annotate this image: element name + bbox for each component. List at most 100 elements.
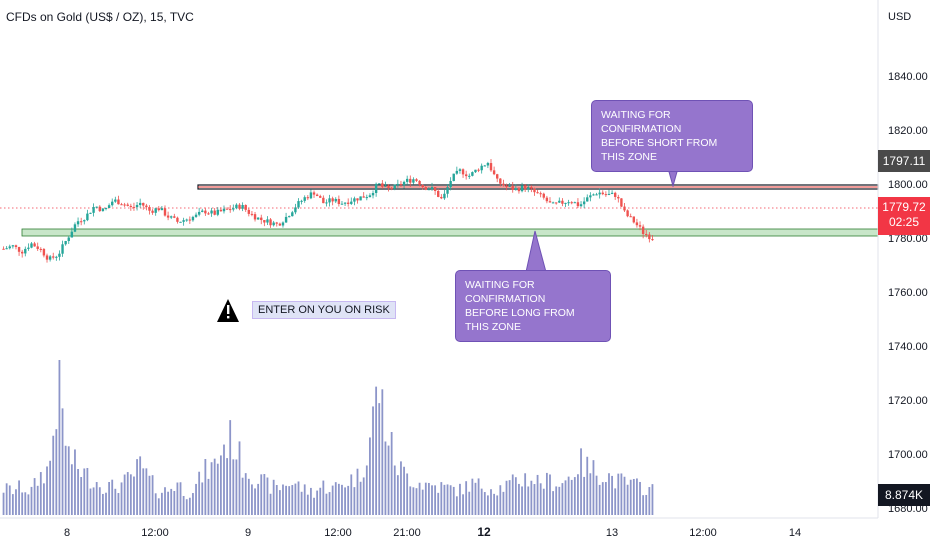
volume-bar	[133, 476, 135, 515]
candle-body	[350, 201, 353, 204]
volume-bar	[350, 474, 353, 515]
candle-body	[213, 210, 216, 215]
volume-bar	[89, 488, 92, 515]
candle-body	[551, 202, 555, 204]
candle-body	[464, 174, 468, 177]
volume-bar	[527, 486, 530, 515]
volume-bar	[182, 495, 185, 515]
candle-body	[173, 216, 176, 218]
candle-body	[58, 253, 61, 257]
candle-body	[409, 178, 412, 183]
candle-body	[319, 196, 322, 198]
candle-body	[564, 202, 567, 204]
volume-bar	[86, 467, 89, 515]
candle-body	[157, 208, 160, 211]
volume-bar	[403, 466, 405, 515]
candle-body	[138, 202, 142, 206]
long-callout-line1: WAITING FOR CONFIRMATION	[465, 279, 546, 305]
volume-bar	[604, 482, 607, 515]
candle-body	[107, 205, 111, 208]
candle-body	[117, 199, 120, 205]
volume-bar	[452, 486, 455, 515]
volume-bar	[123, 474, 126, 515]
candle-body	[284, 216, 288, 223]
last-price-value: 1779.72	[882, 200, 926, 214]
volume-bar	[570, 479, 573, 515]
candle-body	[461, 169, 465, 175]
candle-body	[523, 185, 527, 190]
candle-body	[477, 169, 480, 171]
time-tick-label: 12	[477, 525, 491, 539]
candle-body	[570, 202, 573, 204]
volume-bar	[67, 446, 70, 515]
volume-bar	[372, 406, 374, 515]
candle-body	[185, 219, 188, 221]
time-tick-label: 12:00	[324, 527, 352, 539]
volume-bar	[428, 482, 430, 515]
candle-body	[586, 197, 589, 202]
candle-body	[232, 208, 235, 210]
volume-bar	[545, 472, 548, 515]
volume-bar	[384, 441, 387, 515]
candle-body	[151, 210, 154, 213]
candle-body	[204, 210, 207, 214]
candle-body	[312, 192, 316, 195]
volume-bar	[347, 485, 350, 515]
candle-body	[225, 208, 229, 210]
volume-bar	[583, 476, 586, 515]
volume-bar	[477, 478, 480, 515]
long-callout-line2: BEFORE LONG FROM THIS ZONE	[465, 307, 575, 333]
volume-bar	[496, 495, 499, 515]
candle-body	[542, 193, 545, 198]
volume-bar	[573, 477, 576, 515]
candle-body	[281, 222, 285, 226]
last-price-tag: 1779.72 02:25	[878, 197, 930, 235]
candle-body	[194, 214, 198, 217]
short-callout-line2: BEFORE SHORT FROM THIS ZONE	[601, 137, 718, 163]
volume-bar	[27, 494, 30, 515]
support-zone[interactable]	[21, 228, 879, 237]
candle-body	[595, 194, 598, 196]
candle-body	[92, 206, 95, 213]
volume-bar	[278, 490, 281, 515]
volume-bar	[524, 473, 527, 515]
candle-body	[11, 245, 15, 247]
long-zone-callout[interactable]: WAITING FOR CONFIRMATION BEFORE LONG FRO…	[455, 270, 611, 342]
candle-body	[402, 181, 406, 186]
volume-bar	[204, 459, 207, 515]
candle-body	[89, 212, 92, 214]
candle-body	[253, 214, 257, 220]
candle-body	[424, 186, 427, 190]
volume-bar	[297, 481, 300, 515]
volume-bar	[502, 491, 505, 515]
volume-bar	[5, 483, 8, 515]
volume-bar	[167, 491, 170, 515]
candle-body	[390, 188, 393, 190]
candle-body	[216, 209, 219, 215]
time-tick-label: 13	[606, 527, 618, 539]
risk-note[interactable]: ENTER ON YOU ON RISK	[252, 301, 396, 319]
volume-bar	[549, 474, 551, 515]
candle-body	[496, 174, 499, 179]
candle-body	[266, 219, 269, 223]
volume-bar	[577, 474, 579, 515]
volume-bar	[223, 444, 225, 515]
volume-bar	[319, 487, 322, 515]
candle-body	[645, 233, 648, 235]
volume-bar	[263, 474, 266, 515]
volume-bar	[629, 479, 632, 515]
candle-body	[371, 192, 375, 196]
volume-bar	[238, 441, 241, 515]
short-zone-callout[interactable]: WAITING FOR CONFIRMATION BEFORE SHORT FR…	[591, 100, 753, 172]
volume-bar	[514, 477, 517, 515]
candle-body	[641, 226, 645, 234]
candle-body	[555, 202, 558, 204]
volume-bar	[474, 482, 477, 515]
volume-bar	[8, 485, 11, 515]
time-tick-label: 12:00	[689, 527, 717, 539]
candle-body	[533, 188, 536, 193]
candle-body	[433, 187, 437, 191]
candle-body	[64, 241, 67, 245]
candle-body	[558, 200, 561, 203]
